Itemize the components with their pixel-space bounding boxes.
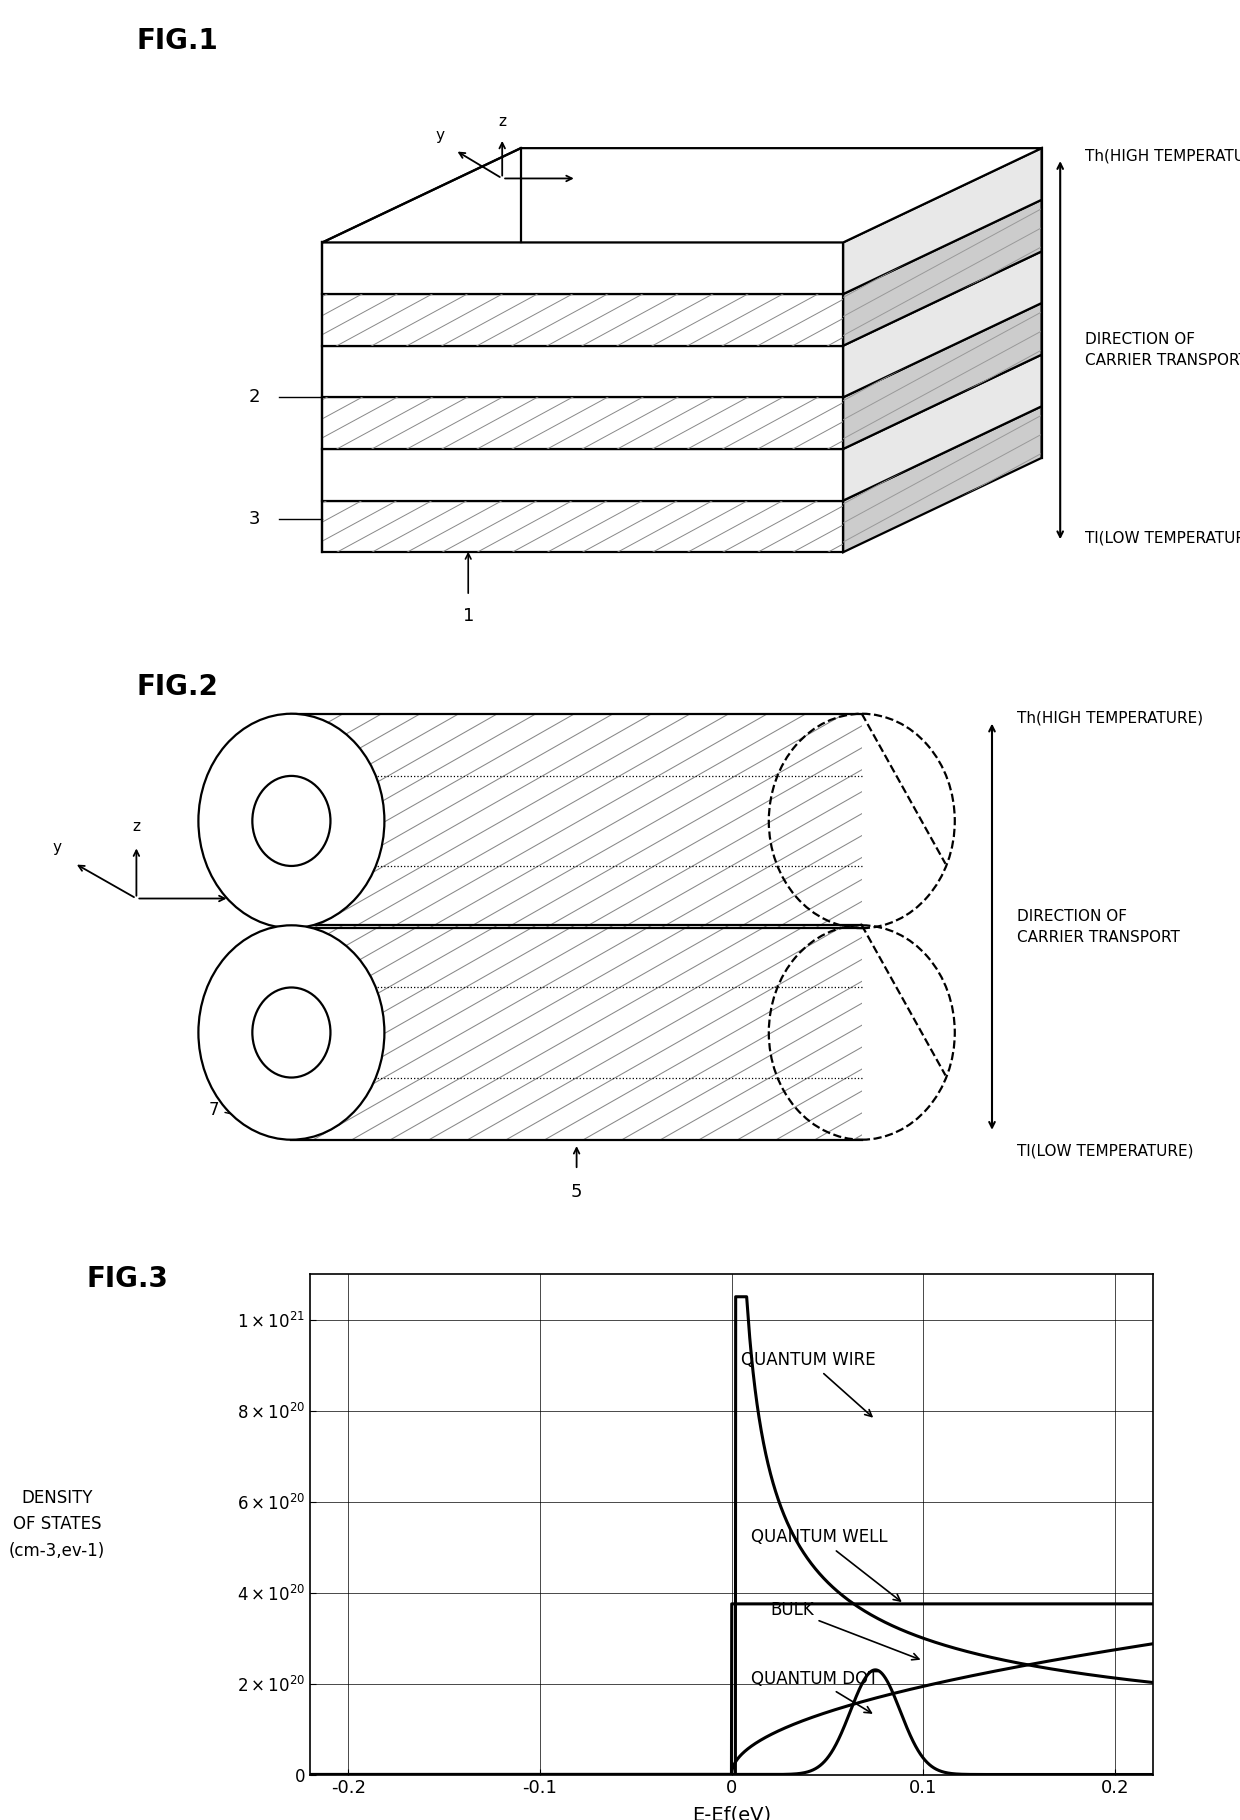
Text: DENSITY
OF STATES
(cm-3,ev-1): DENSITY OF STATES (cm-3,ev-1) — [9, 1489, 105, 1560]
Text: DIRECTION OF
CARRIER TRANSPORT: DIRECTION OF CARRIER TRANSPORT — [1085, 333, 1240, 368]
Text: Th(HIGH TEMPERATURE): Th(HIGH TEMPERATURE) — [1085, 147, 1240, 164]
Polygon shape — [291, 925, 862, 1139]
Text: FIG.3: FIG.3 — [87, 1265, 169, 1292]
Text: y: y — [435, 129, 445, 144]
Text: FIG.1: FIG.1 — [136, 27, 218, 55]
Polygon shape — [322, 397, 843, 450]
Text: 1: 1 — [463, 608, 474, 626]
Text: 2: 2 — [248, 388, 260, 406]
Polygon shape — [843, 200, 1042, 346]
Text: z: z — [498, 115, 506, 129]
Text: BULK: BULK — [770, 1602, 919, 1660]
Text: Th(HIGH TEMPERATURE): Th(HIGH TEMPERATURE) — [1017, 710, 1203, 724]
Text: y: y — [52, 839, 62, 855]
Polygon shape — [843, 355, 1042, 501]
Text: QUANTUM WELL: QUANTUM WELL — [750, 1529, 900, 1602]
Text: DIRECTION OF
CARRIER TRANSPORT: DIRECTION OF CARRIER TRANSPORT — [1017, 908, 1179, 945]
Text: QUANTUM DOT: QUANTUM DOT — [750, 1669, 878, 1713]
Polygon shape — [322, 242, 843, 295]
Polygon shape — [322, 501, 843, 551]
Ellipse shape — [198, 925, 384, 1139]
Polygon shape — [843, 251, 1042, 397]
Text: 7: 7 — [210, 1101, 288, 1128]
Polygon shape — [843, 147, 1042, 295]
Polygon shape — [322, 450, 843, 501]
Polygon shape — [322, 346, 843, 397]
Polygon shape — [843, 302, 1042, 450]
Polygon shape — [291, 713, 862, 928]
Polygon shape — [843, 406, 1042, 551]
Text: QUANTUM WIRE: QUANTUM WIRE — [742, 1350, 875, 1416]
Polygon shape — [322, 295, 843, 346]
Text: x: x — [250, 892, 259, 906]
Polygon shape — [322, 295, 843, 346]
X-axis label: E-Ef(eV): E-Ef(eV) — [692, 1805, 771, 1820]
Polygon shape — [322, 397, 843, 450]
Text: FIG.2: FIG.2 — [136, 673, 218, 701]
Polygon shape — [843, 406, 1042, 551]
Text: Tl(LOW TEMPERATURE): Tl(LOW TEMPERATURE) — [1085, 530, 1240, 546]
Text: 3: 3 — [248, 510, 260, 528]
Polygon shape — [322, 501, 843, 551]
Text: z: z — [133, 819, 140, 834]
Polygon shape — [322, 147, 1042, 242]
Text: 5: 5 — [570, 1183, 583, 1201]
Ellipse shape — [198, 713, 384, 928]
Polygon shape — [291, 925, 862, 1139]
Polygon shape — [843, 200, 1042, 346]
Text: Tl(LOW TEMPERATURE): Tl(LOW TEMPERATURE) — [1017, 1143, 1193, 1158]
Text: x: x — [598, 171, 606, 186]
Polygon shape — [843, 302, 1042, 450]
Polygon shape — [291, 713, 862, 928]
Text: 6: 6 — [213, 970, 310, 990]
